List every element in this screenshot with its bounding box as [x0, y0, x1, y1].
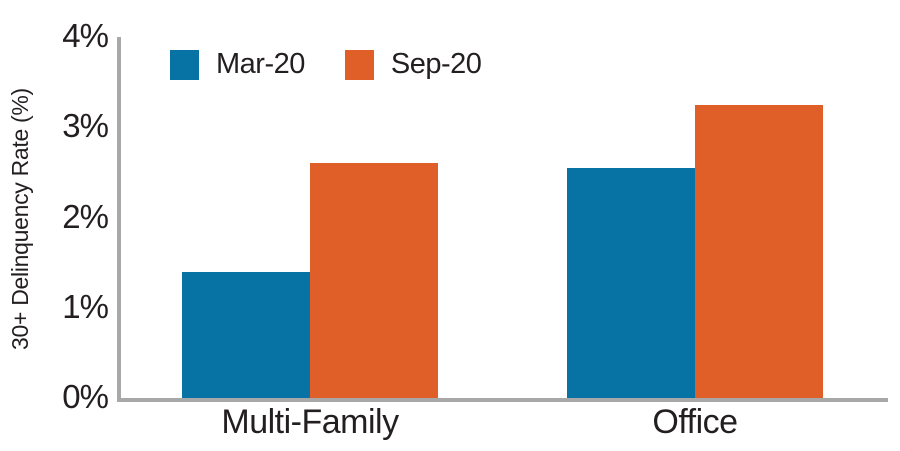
- category-label-multi-family: Multi-Family: [221, 403, 399, 441]
- y-tick-label-0-: 0%: [62, 378, 109, 416]
- y-tick-label-3-: 3%: [62, 107, 109, 145]
- y-tick-label-1-: 1%: [62, 287, 109, 325]
- legend-item-sep-20: Sep-20: [344, 48, 482, 81]
- legend-swatch-mar-20: [170, 49, 199, 80]
- y-axis-line: [117, 37, 121, 402]
- bar-mar-20-multi-family: [182, 271, 310, 398]
- legend-item-mar-20: Mar-20: [170, 48, 305, 81]
- bar-sep-20-office: [695, 104, 823, 398]
- y-axis-title: 30+ Delinquency Rate (%): [7, 88, 33, 351]
- legend: Mar-20 Sep-20: [170, 48, 482, 81]
- y-tick-label-4-: 4%: [62, 17, 109, 55]
- legend-label-sep-20: Sep-20: [390, 48, 482, 80]
- bar-sep-20-multi-family: [310, 163, 438, 398]
- legend-label-mar-20: Mar-20: [216, 48, 305, 80]
- bar-mar-20-office: [567, 167, 695, 398]
- legend-swatch-sep-20: [344, 49, 374, 80]
- x-axis-line: [117, 398, 888, 402]
- category-label-office: Office: [652, 403, 738, 441]
- y-tick-label-2-: 2%: [62, 197, 109, 235]
